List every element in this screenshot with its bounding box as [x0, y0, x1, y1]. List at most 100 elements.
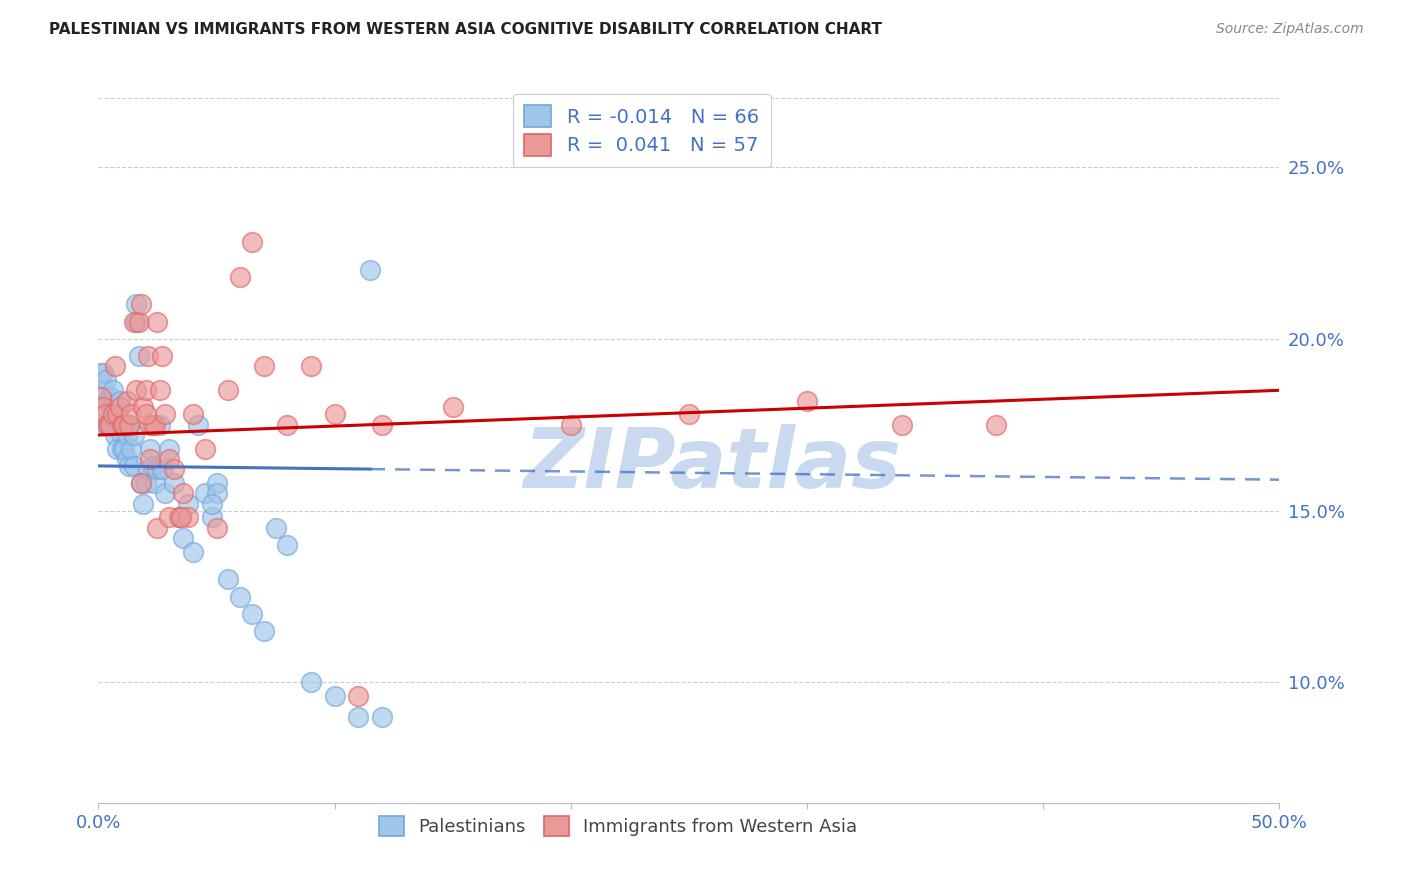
- Point: [371, 417, 394, 432]
- Point: [122, 314, 145, 328]
- Point: [149, 417, 172, 432]
- Point: [111, 417, 134, 432]
- Point: [177, 497, 200, 511]
- Point: [94, 408, 117, 422]
- Point: [146, 314, 169, 328]
- Point: [276, 538, 298, 552]
- Point: [132, 401, 155, 415]
- Point: [136, 349, 159, 363]
- Point: [217, 384, 239, 398]
- Point: [129, 476, 152, 491]
- Point: [98, 417, 121, 432]
- Point: [150, 349, 173, 363]
- Point: [201, 497, 224, 511]
- Point: [105, 408, 128, 422]
- Point: [560, 417, 582, 432]
- Point: [205, 521, 228, 535]
- Point: [97, 417, 120, 432]
- Point: [122, 458, 145, 473]
- Point: [98, 390, 121, 404]
- Point: [323, 690, 346, 704]
- Point: [105, 442, 128, 456]
- Point: [112, 417, 135, 432]
- Point: [205, 486, 228, 500]
- Point: [104, 428, 127, 442]
- Point: [125, 297, 148, 311]
- Point: [142, 417, 165, 432]
- Point: [177, 510, 200, 524]
- Point: [94, 417, 117, 432]
- Point: [125, 384, 148, 398]
- Point: [121, 442, 143, 456]
- Point: [229, 269, 252, 284]
- Point: [129, 297, 152, 311]
- Point: [91, 384, 114, 398]
- Point: [118, 417, 141, 432]
- Point: [98, 408, 121, 422]
- Point: [323, 408, 346, 422]
- Point: [115, 393, 138, 408]
- Point: [101, 408, 124, 422]
- Point: [150, 462, 173, 476]
- Point: [111, 417, 134, 432]
- Point: [181, 545, 204, 559]
- Point: [108, 393, 131, 408]
- Point: [111, 442, 134, 456]
- Point: [136, 462, 159, 476]
- Point: [139, 452, 162, 467]
- Point: [264, 521, 287, 535]
- Point: [347, 690, 370, 704]
- Point: [194, 442, 217, 456]
- Point: [146, 462, 169, 476]
- Point: [157, 442, 180, 456]
- Point: [240, 235, 263, 250]
- Point: [129, 476, 152, 491]
- Point: [91, 366, 114, 380]
- Point: [118, 458, 141, 473]
- Point: [121, 408, 143, 422]
- Point: [97, 393, 120, 408]
- Point: [132, 497, 155, 511]
- Point: [90, 390, 112, 404]
- Text: Source: ZipAtlas.com: Source: ZipAtlas.com: [1216, 22, 1364, 37]
- Point: [105, 417, 128, 432]
- Point: [128, 349, 150, 363]
- Text: ZIPatlas: ZIPatlas: [523, 424, 901, 505]
- Point: [104, 408, 127, 422]
- Point: [153, 408, 176, 422]
- Point: [115, 428, 138, 442]
- Point: [194, 486, 217, 500]
- Point: [205, 476, 228, 491]
- Point: [240, 607, 263, 621]
- Point: [796, 393, 818, 408]
- Point: [104, 359, 127, 374]
- Point: [678, 408, 700, 422]
- Point: [170, 510, 193, 524]
- Point: [91, 401, 114, 415]
- Point: [90, 366, 112, 380]
- Point: [143, 476, 166, 491]
- Point: [890, 417, 912, 432]
- Point: [143, 417, 166, 432]
- Point: [94, 373, 117, 387]
- Point: [108, 401, 131, 415]
- Point: [112, 442, 135, 456]
- Point: [135, 476, 157, 491]
- Point: [149, 384, 172, 398]
- Point: [135, 408, 157, 422]
- Point: [146, 521, 169, 535]
- Point: [163, 462, 186, 476]
- Point: [135, 384, 157, 398]
- Point: [229, 590, 252, 604]
- Point: [108, 425, 131, 439]
- Point: [359, 263, 381, 277]
- Point: [347, 710, 370, 724]
- Point: [167, 510, 190, 524]
- Point: [167, 510, 190, 524]
- Point: [299, 675, 322, 690]
- Point: [163, 476, 186, 491]
- Point: [125, 314, 148, 328]
- Point: [142, 458, 165, 473]
- Point: [217, 573, 239, 587]
- Point: [172, 486, 194, 500]
